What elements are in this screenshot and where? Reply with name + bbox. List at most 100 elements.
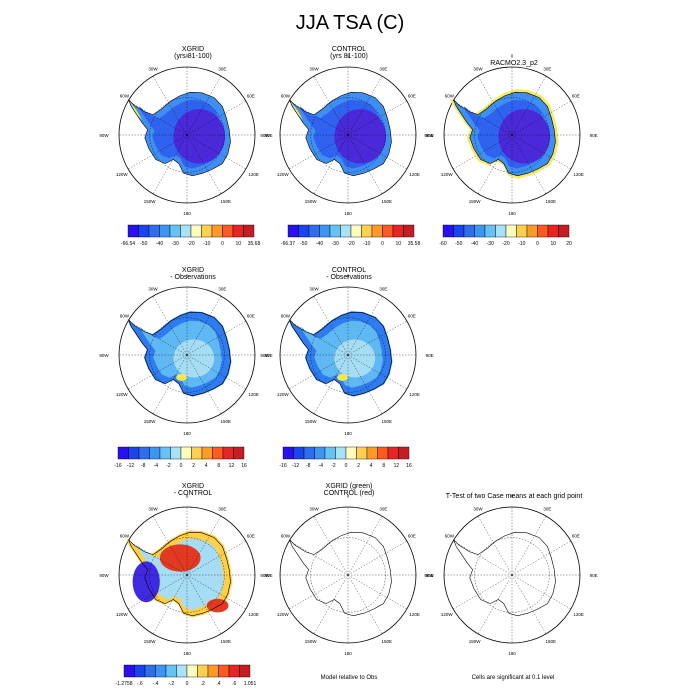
map-label-lr1: 120E bbox=[248, 392, 259, 397]
map-label-left: 90W bbox=[99, 353, 109, 358]
meridian bbox=[453, 574, 513, 610]
fill-hot bbox=[159, 544, 201, 572]
map-label-ul2: 60W bbox=[445, 94, 455, 99]
meridian bbox=[152, 296, 188, 356]
map-label-ll1: 120W bbox=[116, 612, 129, 617]
map-label-lr2: 150E bbox=[546, 639, 557, 644]
map-label-ul2: 60W bbox=[281, 94, 291, 99]
coastline bbox=[128, 91, 231, 177]
map-label-top: 0 bbox=[186, 53, 189, 58]
map-label-ur2: 60E bbox=[247, 94, 255, 99]
coastline bbox=[289, 311, 392, 397]
significance-footer: Cells are significant at 0.1 level bbox=[471, 675, 555, 681]
map-label-bottom: 180 bbox=[508, 211, 516, 216]
map-label-right: 90E bbox=[590, 573, 598, 578]
meridian bbox=[347, 134, 407, 170]
map-label-ul1: 30W bbox=[148, 286, 158, 291]
map-label-ll1: 120W bbox=[441, 172, 454, 177]
map-label-ll2: 150W bbox=[469, 639, 482, 644]
map-label-ll2: 150W bbox=[144, 419, 157, 424]
map-label-lr2: 150E bbox=[382, 639, 393, 644]
meridian bbox=[511, 134, 547, 194]
fill-plateau bbox=[173, 109, 226, 164]
map-label-lr2: 150E bbox=[382, 199, 393, 204]
meridian bbox=[186, 574, 246, 610]
meridian bbox=[511, 574, 571, 610]
map-label-lr2: 150E bbox=[382, 419, 393, 424]
panel-title-control: CONTROL (yrs 81-100) bbox=[330, 46, 368, 60]
map-label-ll1: 120W bbox=[441, 612, 454, 617]
meridian bbox=[152, 134, 188, 194]
meridian bbox=[347, 354, 383, 414]
meridian bbox=[511, 100, 571, 136]
map-label-right: 90E bbox=[426, 353, 434, 358]
map-label-ur2: 60E bbox=[408, 534, 416, 539]
map-label-top: 0 bbox=[347, 493, 350, 498]
meridian bbox=[511, 76, 547, 136]
map-label-ll2: 150W bbox=[144, 639, 157, 644]
meridian bbox=[289, 100, 349, 136]
map-label-ul2: 60W bbox=[281, 314, 291, 319]
map-label-ur1: 30E bbox=[379, 506, 387, 511]
coastline bbox=[289, 91, 392, 177]
meridian bbox=[313, 516, 349, 576]
map-label-left: 90W bbox=[424, 573, 434, 578]
map-label-ll2: 150W bbox=[469, 199, 482, 204]
coastline bbox=[128, 531, 231, 617]
map-label-ur1: 30E bbox=[543, 506, 551, 511]
fill-inner bbox=[334, 339, 376, 378]
map-label-bottom: 180 bbox=[508, 651, 516, 656]
map-label-ur2: 60E bbox=[572, 94, 580, 99]
meridian bbox=[347, 354, 407, 390]
map-label-lr2: 150E bbox=[221, 199, 232, 204]
map-label-ll1: 120W bbox=[277, 172, 290, 177]
meridian bbox=[453, 100, 513, 136]
meridian bbox=[453, 540, 513, 576]
map-label-right: 90E bbox=[426, 573, 434, 578]
meridian bbox=[186, 100, 246, 136]
map-label-ll1: 120W bbox=[116, 392, 129, 397]
meridian bbox=[511, 574, 547, 634]
meridian bbox=[313, 76, 349, 136]
map-label-ur1: 30E bbox=[379, 286, 387, 291]
map-label-left: 90W bbox=[424, 133, 434, 138]
map-label-bottom: 180 bbox=[183, 651, 191, 656]
meridian bbox=[313, 134, 349, 194]
map-label-ll2: 150W bbox=[144, 199, 157, 204]
meridian bbox=[186, 134, 246, 170]
fill-peninsula bbox=[289, 99, 304, 121]
map-label-ll2: 150W bbox=[305, 639, 318, 644]
meridian bbox=[511, 516, 547, 576]
map-label-ul1: 30W bbox=[309, 66, 319, 71]
meridian bbox=[186, 320, 246, 356]
meridian bbox=[347, 296, 383, 356]
coastline bbox=[453, 91, 556, 177]
model-relative-footer: Model relative to Obs bbox=[320, 675, 378, 681]
map-label-lr1: 120E bbox=[248, 172, 259, 177]
coastline bbox=[453, 531, 556, 617]
meridian bbox=[289, 320, 349, 356]
map-label-lr2: 150E bbox=[221, 639, 232, 644]
map-label-ul2: 60W bbox=[445, 534, 455, 539]
meridian bbox=[477, 134, 513, 194]
map-label-ul1: 30W bbox=[148, 66, 158, 71]
map-label-left: 90W bbox=[99, 573, 109, 578]
meridian bbox=[477, 76, 513, 136]
map-label-ul1: 30W bbox=[473, 66, 483, 71]
meridian bbox=[313, 574, 349, 634]
map-label-ur1: 30E bbox=[218, 66, 226, 71]
map-label-ll1: 120W bbox=[277, 612, 290, 617]
meridian bbox=[152, 516, 188, 576]
map-label-lr2: 150E bbox=[546, 199, 557, 204]
map-label-lr1: 120E bbox=[409, 392, 420, 397]
fill-inner bbox=[173, 339, 215, 378]
map-label-lr1: 120E bbox=[573, 612, 584, 617]
fill-peninsula bbox=[128, 99, 143, 121]
meridian bbox=[289, 134, 349, 170]
fill-ross bbox=[337, 374, 348, 381]
